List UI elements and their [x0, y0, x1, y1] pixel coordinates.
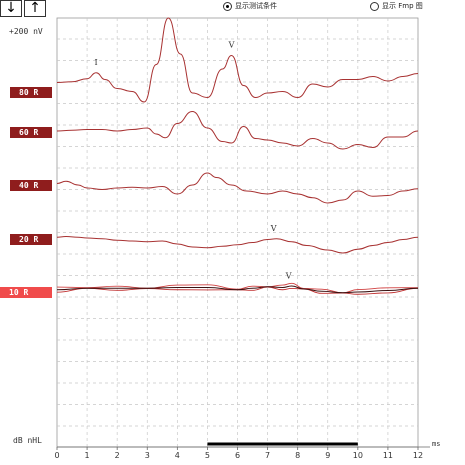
show-fmp-radio[interactable]: 显示 Fmp 图	[370, 0, 423, 12]
waveform-trace	[56, 235, 419, 254]
amplitude-scale-label: +200 nV	[8, 27, 44, 36]
y-axis-unit-label: dB nHL	[13, 436, 42, 445]
level-label[interactable]: 80 R	[10, 87, 52, 98]
radio-unselected-icon	[370, 1, 379, 11]
x-tick-label: 2	[115, 451, 120, 460]
wave-peak-marker: I	[95, 58, 98, 67]
x-axis: 0 1 2 3 4 5 6 7 8 9 10 11 12	[54, 442, 430, 460]
waveform-trace	[56, 172, 419, 204]
x-tick-label: 8	[295, 451, 300, 460]
x-tick-label: 10	[353, 451, 363, 460]
wave-peak-marker: V	[285, 272, 292, 281]
show-fmp-label: 显示 Fmp 图	[382, 2, 423, 10]
x-tick-label: 3	[145, 451, 150, 460]
scroll-up-button[interactable]: ↑	[24, 0, 46, 17]
x-tick-label: 4	[175, 451, 180, 460]
x-tick-label: 5	[205, 451, 210, 460]
x-tick-label: 11	[383, 451, 393, 460]
waveform-trace	[56, 110, 419, 150]
radio-selected-icon	[223, 1, 232, 11]
wave-markers: I V V V	[95, 41, 292, 281]
level-label[interactable]: 10 R	[0, 287, 52, 298]
show-test-conditions-label: 显示测试条件	[235, 2, 277, 10]
wave-peak-marker: V	[228, 41, 235, 50]
scroll-down-button[interactable]: ↓	[0, 0, 22, 17]
waveform-traces	[56, 17, 419, 295]
x-axis-unit-label: ms	[432, 440, 441, 448]
waveform-trace-average	[56, 285, 419, 294]
x-tick-label: 0	[54, 451, 59, 460]
waveform-trace	[56, 17, 419, 103]
x-tick-label: 7	[265, 451, 270, 460]
wave-peak-marker: V	[270, 224, 277, 233]
grid	[56, 17, 419, 448]
level-label[interactable]: 60 R	[10, 127, 52, 138]
x-tick-label: 1	[85, 451, 90, 460]
level-label[interactable]: 40 R	[10, 180, 52, 191]
show-test-conditions-radio[interactable]: 显示测试条件	[223, 0, 277, 12]
x-tick-label: 9	[325, 451, 330, 460]
x-tick-label: 12	[413, 451, 423, 460]
x-tick-label: 6	[235, 451, 240, 460]
level-label[interactable]: 20 R	[10, 234, 52, 245]
